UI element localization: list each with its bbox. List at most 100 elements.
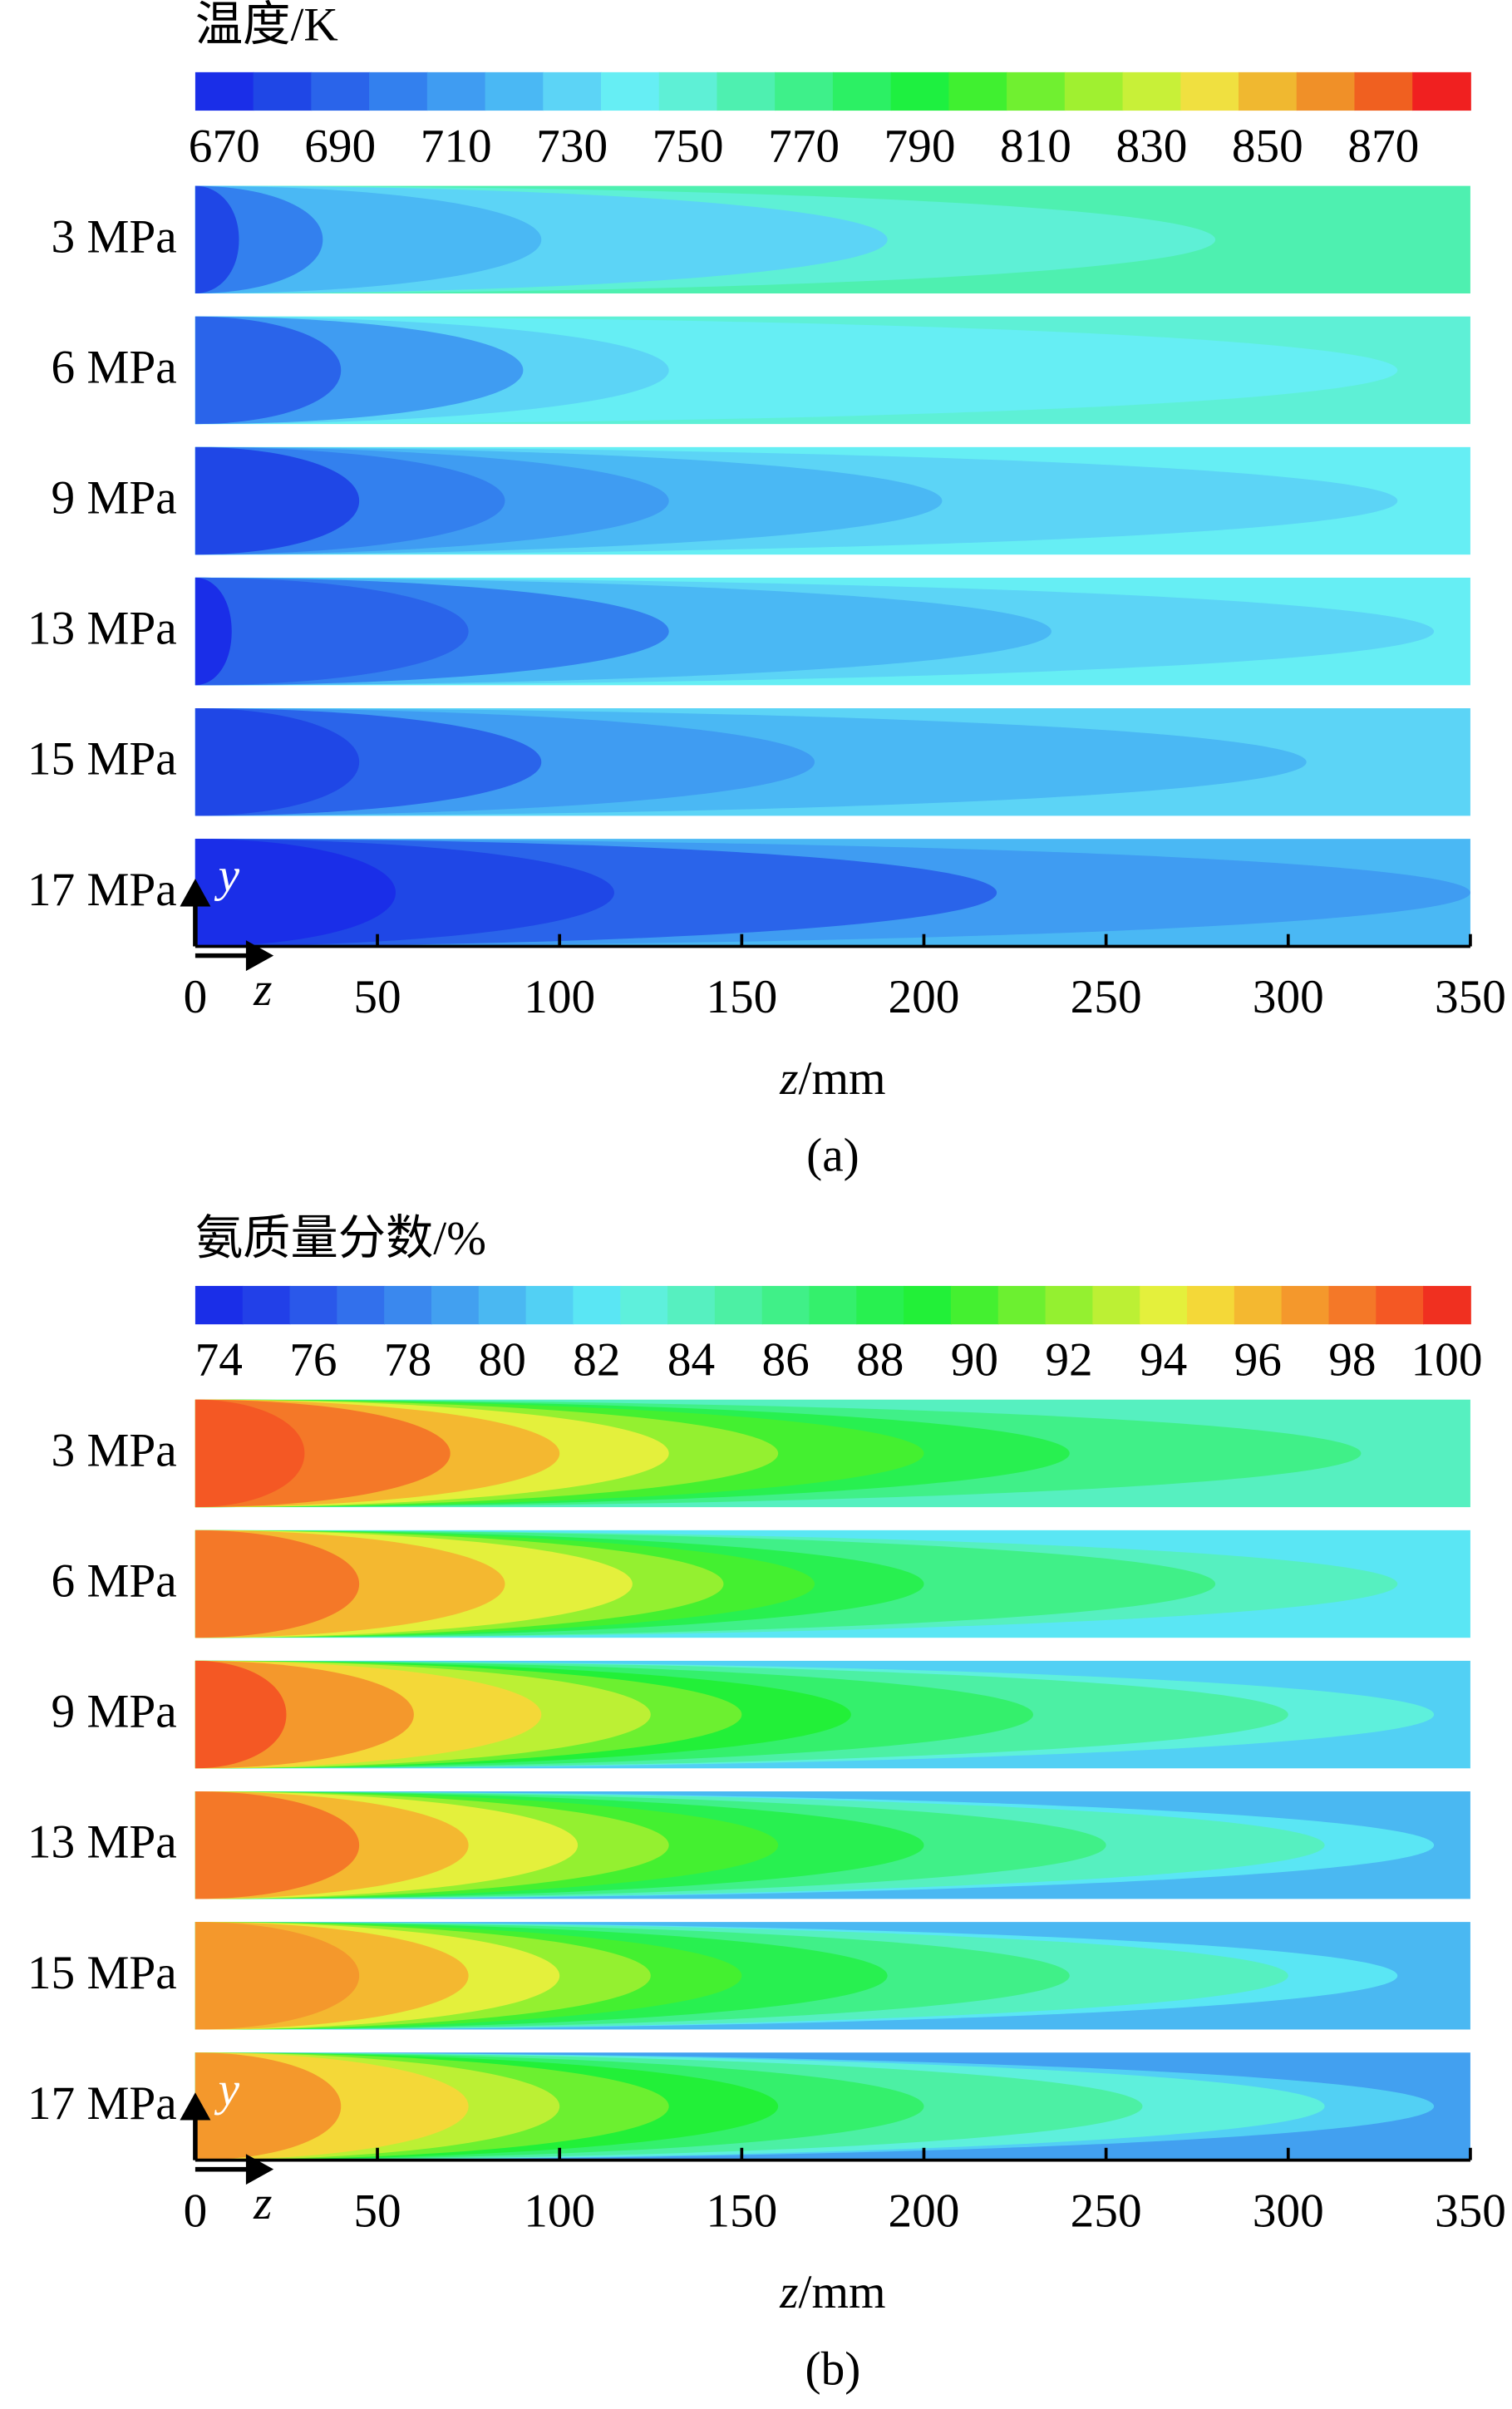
- colorbar-segment: [253, 71, 313, 111]
- colorbar-tick-label: 670: [189, 120, 260, 172]
- colorbar-segment: [543, 71, 602, 111]
- colorbar-tick-label: 88: [856, 1333, 904, 1386]
- field-contour: [195, 185, 239, 294]
- title: 氨质量分数/%: [195, 1212, 486, 1264]
- colorbar-segment: [620, 1285, 668, 1325]
- row-label: 13 MPa: [27, 1816, 177, 1869]
- row-label: 9 MPa: [52, 472, 177, 525]
- x-tick-label: 350: [1435, 2185, 1506, 2237]
- colorbar-segment: [809, 1285, 858, 1325]
- colorbar-tick-label: 74: [195, 1333, 243, 1386]
- colorbar-tick-label: 750: [653, 120, 724, 172]
- y-arrow-head: [180, 879, 211, 907]
- field-contour: [195, 839, 396, 947]
- x-tick-label: 150: [706, 2185, 777, 2237]
- colorbar-segment: [289, 1285, 338, 1325]
- colorbar-tick-label: 100: [1411, 1333, 1483, 1386]
- row-label: 15 MPa: [27, 1947, 177, 1999]
- colorbar-segment: [856, 1285, 905, 1325]
- colorbar-segment: [832, 71, 892, 111]
- x-tick-label: 100: [524, 971, 595, 1023]
- colorbar-tick-label: 78: [384, 1333, 431, 1386]
- colorbar-segment: [950, 1285, 999, 1325]
- colorbar-segment: [1423, 1285, 1471, 1325]
- colorbar-segment: [369, 71, 428, 111]
- field-contour: [195, 1399, 305, 1508]
- field-contour: [195, 577, 469, 686]
- x-tick-label: 250: [1071, 2185, 1142, 2237]
- x-axis-label: z/mm: [779, 2266, 885, 2318]
- colorbar-segment: [1092, 1285, 1141, 1325]
- colorbar-segment: [242, 1285, 291, 1325]
- colorbar-tick-label: 84: [667, 1333, 715, 1386]
- colorbar-tick-label: 98: [1328, 1333, 1376, 1386]
- field-contour: [195, 577, 232, 686]
- colorbar-segment: [1376, 1285, 1425, 1325]
- colorbar-tick-label: 92: [1045, 1333, 1092, 1386]
- colorbar-segment: [714, 1285, 763, 1325]
- z-glyph: z: [253, 2177, 272, 2229]
- colorbar-tick-label: 790: [884, 120, 956, 172]
- colorbar-segment: [525, 1285, 574, 1325]
- row-label: 3 MPa: [52, 210, 177, 263]
- colorbar-segment: [904, 1285, 952, 1325]
- colorbar-segment: [1328, 1285, 1377, 1325]
- colorbar-segment: [1007, 71, 1066, 111]
- x-tick-label: 350: [1435, 971, 1506, 1023]
- colorbar-tick-label: 870: [1347, 120, 1419, 172]
- z-arrow-head: [245, 940, 274, 972]
- panel: 氨质量分数/% 74 76 78 80 82 84 86 88 90 92 94 96 98 100 3 MP…: [27, 1212, 1506, 2395]
- colorbar-tick-label: 810: [1000, 120, 1071, 172]
- x-tick-label: 50: [353, 971, 401, 1023]
- field-contour: [195, 1660, 287, 1769]
- colorbar-segment: [431, 1285, 480, 1325]
- colorbar-segment: [761, 1285, 810, 1325]
- colorbar-segment: [1234, 1285, 1283, 1325]
- colorbar-segment: [1187, 1285, 1235, 1325]
- colorbar-segment: [1239, 71, 1298, 111]
- z-arrow-head: [245, 2154, 274, 2185]
- colorbar-segment: [1140, 1285, 1188, 1325]
- x-tick-label: 250: [1071, 971, 1142, 1023]
- x-axis-label-unit: /mm: [799, 1052, 886, 1105]
- colorbar-tick-label: 830: [1116, 120, 1187, 172]
- colorbar-segment: [195, 1285, 244, 1325]
- field-contour: [195, 316, 342, 425]
- colorbar-segment: [667, 1285, 716, 1325]
- colorbar-segment: [1045, 1285, 1094, 1325]
- colorbar-segment: [1180, 71, 1239, 111]
- colorbar-tick-label: 730: [536, 120, 608, 172]
- colorbar-segment: [1281, 1285, 1330, 1325]
- colorbar-tick-label: 76: [289, 1333, 337, 1386]
- row-label: 17 MPa: [27, 2077, 177, 2130]
- x-axis-label-var: z: [779, 1052, 798, 1105]
- colorbar-segment: [775, 71, 834, 111]
- row-label: 17 MPa: [27, 864, 177, 916]
- colorbar-tick-label: 690: [304, 120, 376, 172]
- title: 温度/K: [195, 0, 338, 51]
- colorbar-segment: [658, 71, 718, 111]
- x-axis-label: z/mm: [779, 1052, 885, 1105]
- colorbar-tick-label: 82: [573, 1333, 620, 1386]
- z-glyph: z: [253, 963, 272, 1016]
- colorbar-segment: [337, 1285, 386, 1325]
- y-glyph: y: [214, 850, 240, 902]
- row-label: 13 MPa: [27, 603, 177, 655]
- colorbar-segment: [1412, 71, 1471, 111]
- colorbar-tick-label: 94: [1140, 1333, 1187, 1386]
- field-contour: [195, 1922, 360, 2030]
- colorbar-segment: [1296, 71, 1356, 111]
- x-tick-label: 200: [889, 971, 960, 1023]
- colorbar-tick-label: 80: [479, 1333, 526, 1386]
- colorbar-segment: [195, 71, 254, 111]
- colorbar-segment: [1122, 71, 1182, 111]
- colorbar-tick-label: 96: [1234, 1333, 1282, 1386]
- x-axis-label-unit: /mm: [799, 2266, 886, 2318]
- row-label: 15 MPa: [27, 733, 177, 786]
- caption: (a): [806, 1130, 859, 1182]
- colorbar-tick-label: 850: [1232, 120, 1303, 172]
- y-arrow-head: [180, 2092, 211, 2121]
- colorbar-segment: [600, 71, 660, 111]
